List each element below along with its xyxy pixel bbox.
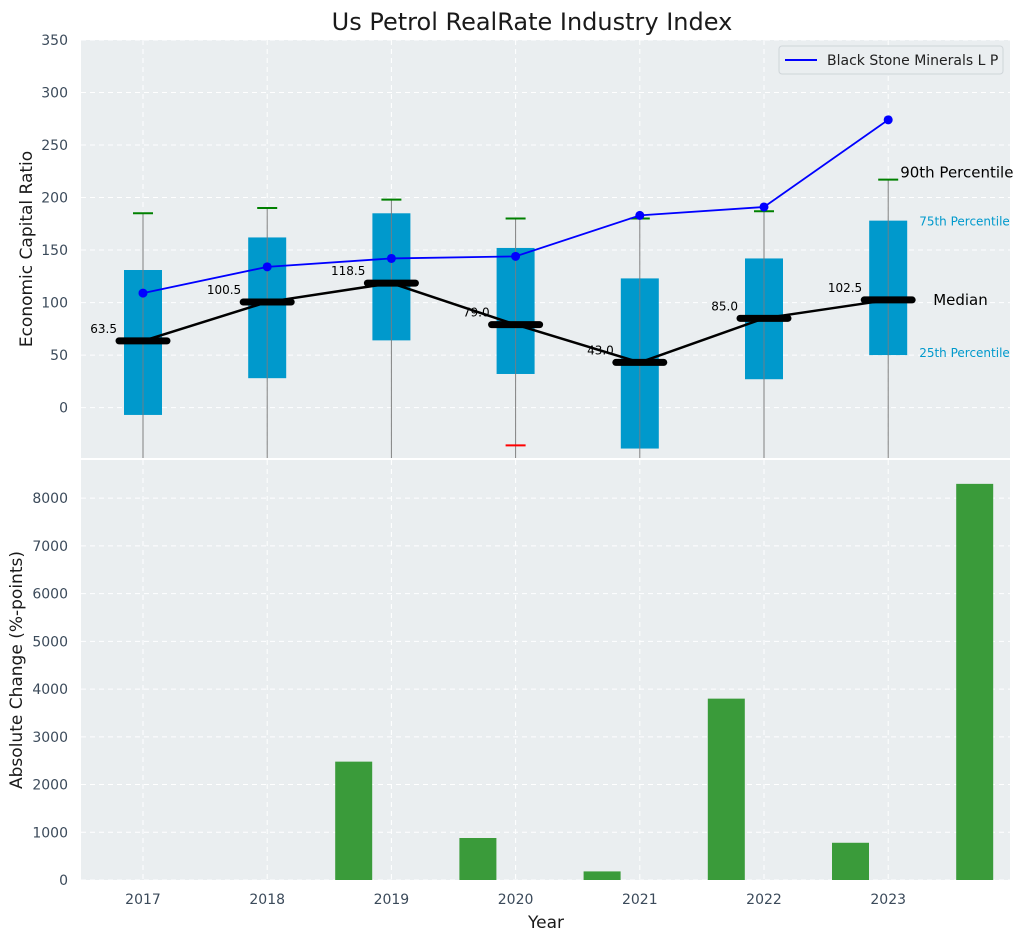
company-point bbox=[759, 202, 769, 212]
median-value-label: 100.5 bbox=[207, 283, 241, 297]
median-value-label: 102.5 bbox=[828, 281, 862, 295]
bottom-y-tick-label: 2000 bbox=[32, 778, 68, 794]
top-y-tick-label: 200 bbox=[41, 191, 68, 207]
annotation-p25: 25th Percentile bbox=[919, 346, 1010, 360]
change-bar bbox=[583, 871, 621, 880]
company-point bbox=[883, 115, 893, 125]
company-point bbox=[511, 251, 521, 261]
legend-box bbox=[778, 45, 1004, 75]
bottom-y-tick-label: 1000 bbox=[32, 825, 68, 841]
company-point bbox=[262, 262, 272, 272]
x-tick-label: 2017 bbox=[125, 892, 161, 908]
bottom-y-tick-label: 0 bbox=[59, 873, 68, 889]
x-tick-label: 2022 bbox=[746, 892, 782, 908]
median-value-label: 43.0 bbox=[587, 343, 614, 357]
top-y-tick-label: 250 bbox=[41, 138, 68, 154]
change-bar bbox=[832, 842, 869, 880]
legend-label: Black Stone Minerals L P bbox=[827, 53, 998, 69]
top-plot-background bbox=[81, 40, 1010, 458]
annotation-median: Median bbox=[933, 291, 988, 309]
median-value-label: 118.5 bbox=[331, 264, 365, 278]
annotation-p90: 90th Percentile bbox=[900, 164, 1013, 182]
top-y-tick-label: 150 bbox=[41, 243, 68, 259]
top-y-tick-label: 100 bbox=[41, 296, 68, 312]
bottom-y-tick-label: 6000 bbox=[32, 587, 68, 603]
bottom-y-tick-label: 3000 bbox=[32, 730, 68, 746]
change-bar bbox=[956, 483, 994, 880]
bottom-y-tick-label: 5000 bbox=[32, 634, 68, 650]
x-tick-label: 2018 bbox=[249, 892, 285, 908]
bottom-y-tick-label: 4000 bbox=[32, 682, 68, 698]
bottom-y-axis-label: Absolute Change (%-points) bbox=[7, 551, 27, 789]
x-tick-label: 2019 bbox=[374, 892, 410, 908]
top-y-axis-label: Economic Capital Ratio bbox=[17, 151, 37, 347]
company-point bbox=[635, 210, 645, 220]
top-panel: 0 50 100 150 200 250 300 350 63.5 100.5 118.5 79.0 4… bbox=[41, 33, 1013, 458]
bottom-panel: 0 1000 2000 3000 4000 5000 6000 7000 8000 2017 201… bbox=[32, 460, 1010, 908]
x-tick-label: 2021 bbox=[622, 892, 658, 908]
change-bar bbox=[335, 761, 373, 880]
top-y-tick-label: 350 bbox=[41, 33, 68, 49]
median-value-label: 85.0 bbox=[711, 299, 738, 313]
bottom-y-tick-label: 8000 bbox=[32, 491, 68, 507]
legend: Black Stone Minerals L P bbox=[778, 45, 1004, 75]
top-y-tick-label: 0 bbox=[59, 401, 68, 417]
chart-title: Us Petrol RealRate Industry Index bbox=[332, 8, 733, 36]
median-value-label: 63.5 bbox=[90, 322, 117, 336]
x-axis-label: Year bbox=[527, 913, 564, 933]
company-point bbox=[386, 253, 396, 263]
x-tick-label: 2023 bbox=[870, 892, 906, 908]
bottom-plot-background bbox=[81, 460, 1010, 880]
x-tick-label: 2020 bbox=[498, 892, 534, 908]
median-value-label: 79.0 bbox=[463, 306, 490, 320]
company-point bbox=[138, 288, 148, 298]
bottom-y-tick-label: 7000 bbox=[32, 539, 68, 555]
change-bar bbox=[707, 698, 745, 880]
top-y-tick-label: 50 bbox=[50, 348, 68, 364]
annotation-p75: 75th Percentile bbox=[919, 215, 1010, 229]
top-y-tick-label: 300 bbox=[41, 86, 68, 102]
change-bar bbox=[459, 838, 497, 880]
